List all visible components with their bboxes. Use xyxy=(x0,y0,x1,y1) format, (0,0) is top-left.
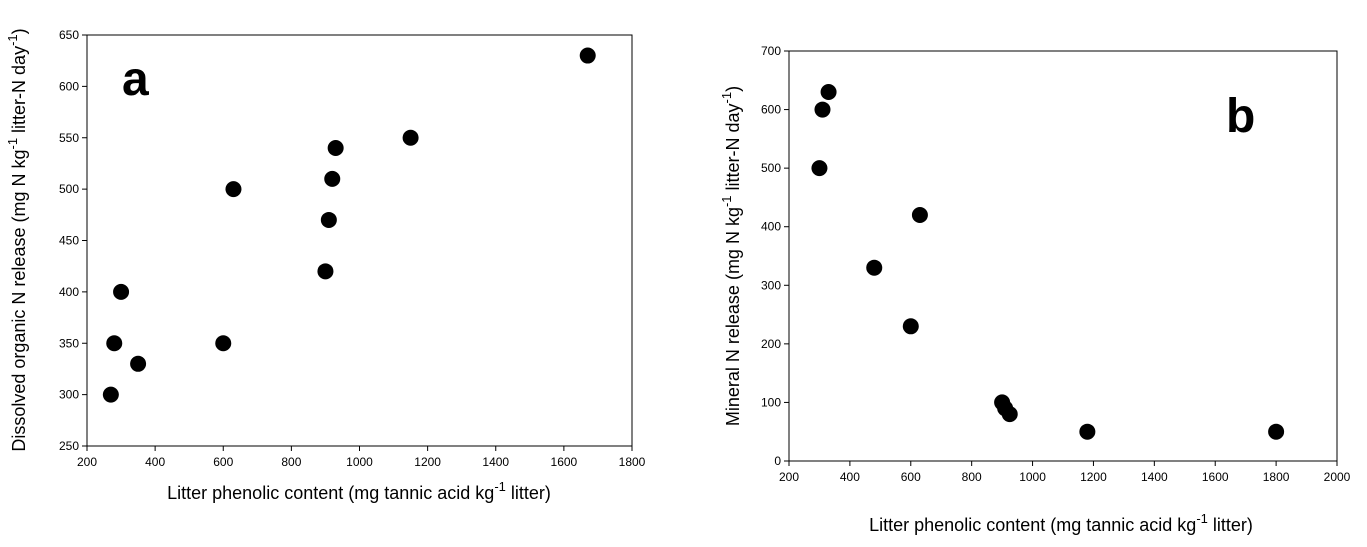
panel-a-y-tick-label: 650 xyxy=(59,28,79,42)
panel-a-y-tick-label: 300 xyxy=(59,388,79,402)
panel-a-data-point xyxy=(317,263,334,280)
panel-a-y-tick-label: 450 xyxy=(59,234,79,248)
panel-a-y-ticks: 250 300 350 400 450 500 550 600 650 xyxy=(59,28,87,453)
panel-a-points xyxy=(102,47,596,403)
panel-a-x-axis-title-main: Litter phenolic content (mg tannic acid … xyxy=(167,483,494,503)
panel-a-y-tick-label: 400 xyxy=(59,285,79,299)
panel-a-x-tick-label: 1200 xyxy=(414,455,441,469)
panel-b: 200 400 600 800 1000 1200 1400 1600 1800 2000 0 10… xyxy=(719,44,1351,535)
panel-b-x-axis-title-end: litter) xyxy=(1208,515,1253,535)
panel-a: 200 400 600 800 1000 1200 1400 1600 1800 250 300 3… xyxy=(5,28,646,503)
panel-a-y-tick-label: 600 xyxy=(59,79,79,93)
panel-b-x-axis-title-main: Litter phenolic content (mg tannic acid … xyxy=(869,515,1196,535)
panel-b-data-point xyxy=(1079,423,1096,440)
panel-a-x-tick-label: 600 xyxy=(213,455,233,469)
panel-a-label: a xyxy=(122,53,149,106)
panel-b-data-point xyxy=(1001,406,1018,423)
panel-b-y-tick-label: 700 xyxy=(761,44,781,58)
panel-b-x-axis-title-sup: -1 xyxy=(1196,511,1208,526)
panel-b-x-ticks: 200 400 600 800 1000 1200 1400 1600 1800 2000 xyxy=(779,461,1351,484)
panel-a-y-tick-label: 350 xyxy=(59,336,79,350)
panel-a-y-axis-title-main: Dissolved organic N release (mg N kg xyxy=(9,150,29,452)
panel-a-y-axis-title-sup2: -1 xyxy=(5,34,20,46)
panel-a-x-tick-label: 1400 xyxy=(482,455,509,469)
panel-a-x-tick-label: 800 xyxy=(281,455,301,469)
panel-a-data-point xyxy=(106,335,123,352)
panel-b-y-tick-label: 500 xyxy=(761,161,781,175)
panel-b-x-tick-label: 400 xyxy=(840,470,860,484)
panel-b-y-tick-label: 300 xyxy=(761,278,781,292)
panel-a-y-axis-title-end: ) xyxy=(9,28,29,34)
panel-a-data-point xyxy=(113,283,130,300)
panel-a-y-tick-label: 250 xyxy=(59,439,79,453)
panel-a-x-tick-label: 1600 xyxy=(551,455,578,469)
panel-a-x-tick-label: 400 xyxy=(145,455,165,469)
panel-a-data-point xyxy=(402,129,419,146)
panel-b-y-tick-label: 600 xyxy=(761,103,781,117)
panel-a-data-point xyxy=(324,170,341,187)
panel-b-y-axis-title: Mineral N release (mg N kg-1 litter-N da… xyxy=(719,86,743,426)
panel-b-x-tick-label: 1600 xyxy=(1202,470,1229,484)
panel-b-y-tick-label: 200 xyxy=(761,337,781,351)
panel-a-x-axis-title-sup: -1 xyxy=(494,479,506,494)
panel-b-x-tick-label: 2000 xyxy=(1324,470,1351,484)
panel-b-data-point xyxy=(911,207,928,223)
panel-a-data-point xyxy=(327,140,344,157)
panel-b-y-axis-title-end: ) xyxy=(723,86,743,92)
panel-b-x-tick-label: 1400 xyxy=(1141,470,1168,484)
panel-b-data-point xyxy=(866,259,883,276)
panel-a-y-tick-label: 500 xyxy=(59,182,79,196)
panel-b-y-ticks: 0 100 200 300 400 500 600 700 xyxy=(761,44,789,468)
panel-a-data-point xyxy=(320,211,337,228)
panel-b-x-tick-label: 200 xyxy=(779,470,799,484)
panel-b-data-point xyxy=(1268,423,1285,440)
panel-b-y-tick-label: 0 xyxy=(774,454,781,468)
panel-b-y-axis-title-mid: litter-N day xyxy=(723,103,743,195)
panel-b-x-tick-label: 600 xyxy=(901,470,921,484)
panel-a-plot-frame xyxy=(86,34,633,447)
panel-a-data-point xyxy=(102,386,119,403)
panel-a-data-point xyxy=(215,335,232,352)
panel-a-y-axis-title-sup1: -1 xyxy=(5,138,20,150)
panel-b-x-tick-label: 800 xyxy=(962,470,982,484)
panel-a-x-tick-label: 200 xyxy=(77,455,97,469)
panel-b-data-point xyxy=(814,101,831,118)
panel-a-y-axis-title-mid: litter-N day xyxy=(9,46,29,138)
panel-a-x-tick-label: 1800 xyxy=(619,455,646,469)
panel-b-x-axis-title: Litter phenolic content (mg tannic acid … xyxy=(869,511,1253,535)
panel-b-data-point xyxy=(902,318,919,335)
panel-b-y-tick-label: 100 xyxy=(761,395,781,409)
panel-b-x-tick-label: 1200 xyxy=(1080,470,1107,484)
panel-b-data-point xyxy=(820,84,837,100)
panel-a-x-axis-title-end: litter) xyxy=(506,483,551,503)
panel-a-data-point xyxy=(130,355,147,372)
panel-a-y-tick-label: 550 xyxy=(59,131,79,145)
panel-b-y-axis-title-sup2: -1 xyxy=(719,92,734,104)
panel-b-y-tick-label: 400 xyxy=(761,220,781,234)
panel-b-label: b xyxy=(1226,90,1255,143)
panel-a-x-tick-label: 1000 xyxy=(346,455,373,469)
panel-b-y-axis-title-sup1: -1 xyxy=(719,195,734,207)
panel-a-x-ticks: 200 400 600 800 1000 1200 1400 1600 1800 xyxy=(77,446,646,469)
panel-b-x-tick-label: 1800 xyxy=(1263,470,1290,484)
panel-a-data-point xyxy=(579,47,596,64)
panel-a-data-point xyxy=(225,181,242,198)
panel-a-y-axis-title: Dissolved organic N release (mg N kg-1 l… xyxy=(5,28,29,451)
panel-b-data-point xyxy=(811,160,828,177)
panel-b-y-axis-title-main: Mineral N release (mg N kg xyxy=(723,207,743,426)
panel-b-points xyxy=(811,84,1285,440)
panel-b-x-tick-label: 1000 xyxy=(1019,470,1046,484)
panel-a-x-axis-title: Litter phenolic content (mg tannic acid … xyxy=(167,479,551,503)
panel-b-plot-frame xyxy=(788,50,1338,462)
